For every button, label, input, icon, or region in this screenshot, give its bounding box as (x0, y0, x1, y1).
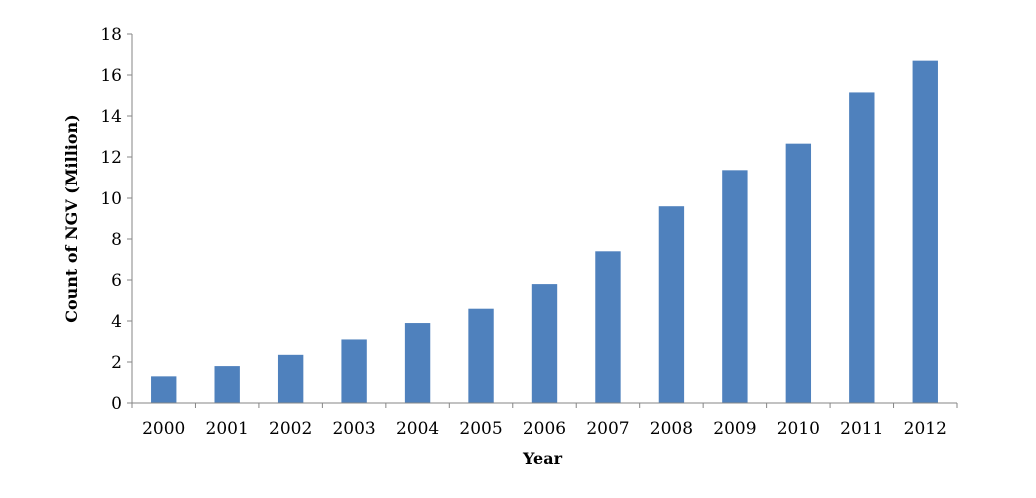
y-axis-title: Count of NGV (Million) (62, 114, 81, 323)
x-ticks-layer: 2000 2001 2002 2003 2004 2005 2006 2007 2008 2009… (131, 403, 958, 439)
bar-2008 (658, 206, 685, 403)
bar-2005 (468, 308, 494, 403)
y-tick-label: 12 (100, 148, 122, 168)
bar-2002 (277, 354, 304, 403)
bar-2001 (214, 366, 240, 403)
x-tick-label: 2008 (650, 419, 693, 439)
x-tick-label: 2002 (269, 419, 312, 439)
x-tick-label: 2010 (777, 419, 820, 439)
y-tick-label: 16 (100, 66, 122, 86)
bar-2004 (404, 323, 431, 403)
x-tick-label: 2012 (904, 419, 947, 439)
bar-2000 (151, 376, 177, 403)
x-tick-label: 2006 (523, 419, 566, 439)
axes-layer (131, 34, 957, 404)
bar-2012 (912, 60, 938, 404)
y-tick-label: 18 (100, 25, 122, 45)
x-tick-label: 2003 (332, 419, 375, 439)
y-tick-label: 8 (111, 230, 122, 250)
bar-2006 (531, 284, 558, 403)
x-tick-label: 2000 (142, 419, 185, 439)
bar-2011 (849, 92, 875, 404)
x-tick-label: 2007 (586, 419, 629, 439)
bars-layer (151, 60, 938, 404)
x-tick-label: 2001 (206, 419, 249, 439)
y-tick-label: 14 (100, 107, 122, 127)
y-tick-label: 0 (111, 394, 122, 414)
bar-2003 (341, 339, 367, 403)
x-tick-label: 2005 (459, 419, 502, 439)
bar-2007 (595, 251, 621, 403)
y-tick-label: 4 (111, 312, 122, 332)
y-tick-label: 6 (111, 271, 122, 291)
x-axis-title: Year (522, 449, 563, 468)
y-tick-label: 10 (100, 189, 122, 209)
x-tick-label: 2011 (840, 419, 883, 439)
y-ticks-layer: 0 2 4 6 8 10 12 14 16 18 (100, 25, 132, 414)
x-tick-label: 2009 (713, 419, 756, 439)
y-tick-label: 2 (111, 353, 122, 373)
x-tick-label: 2004 (396, 419, 439, 439)
bar-2010 (785, 143, 812, 404)
bar-2009 (722, 170, 748, 403)
